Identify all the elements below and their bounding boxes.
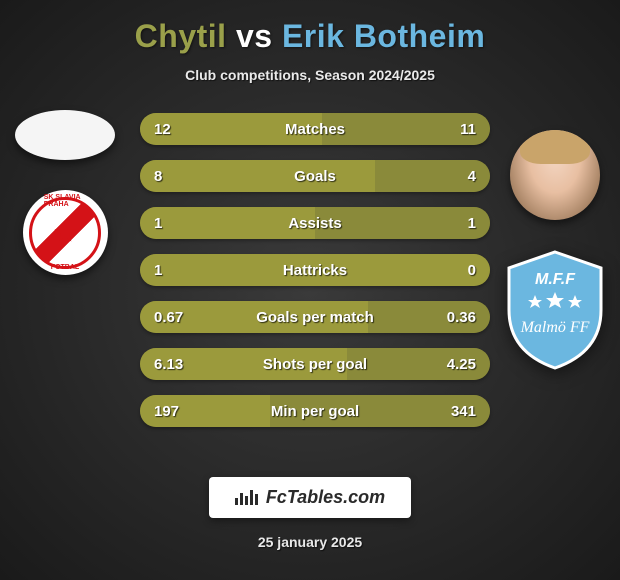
stat-value-right: 0 [468, 262, 476, 279]
club1-text-top: SK SLAVIA PRAHA [44, 194, 87, 208]
club2-label-bottom: Malmö FF [520, 319, 590, 336]
stat-value-left: 1 [154, 262, 162, 279]
player1-club-badge: SK SLAVIA PRAHA FOTBAL [23, 190, 108, 275]
player2-club-badge: M.F.F Malmö FF [505, 250, 605, 370]
stat-label: Goals per match [256, 309, 374, 326]
brand-text: FcTables.com [266, 487, 385, 508]
stat-value-right: 0.36 [447, 309, 476, 326]
stat-value-right: 4.25 [447, 356, 476, 373]
stat-row: 197 Min per goal 341 [140, 395, 490, 427]
player1-avatar [15, 110, 115, 160]
stat-row: 0.67 Goals per match 0.36 [140, 301, 490, 333]
subtitle: Club competitions, Season 2024/2025 [0, 67, 620, 83]
stat-value-right: 11 [460, 121, 476, 138]
club1-text-bottom: FOTBAL [51, 264, 79, 271]
right-player-column: M.F.F Malmö FF [500, 130, 610, 370]
stat-row: 6.13 Shots per goal 4.25 [140, 348, 490, 380]
stat-bar-left [140, 160, 375, 192]
player2-name: Erik Botheim [282, 18, 485, 54]
comparison-title: Chytil vs Erik Botheim [0, 18, 620, 55]
stat-label: Shots per goal [263, 356, 367, 373]
left-player-column: SK SLAVIA PRAHA FOTBAL [10, 110, 120, 275]
shield-icon [509, 252, 601, 368]
stat-value-left: 6.13 [154, 356, 183, 373]
bars-icon [235, 490, 258, 505]
stat-label: Assists [288, 215, 341, 232]
stat-row: 1 Hattricks 0 [140, 254, 490, 286]
stat-label: Min per goal [271, 403, 359, 420]
player1-name: Chytil [135, 18, 227, 54]
stats-panel: 12Matches118Goals41Assists11Hattricks00.… [140, 113, 490, 427]
stat-label: Hattricks [283, 262, 347, 279]
stat-value-left: 197 [154, 403, 179, 420]
fctables-logo: FcTables.com [209, 477, 411, 518]
stat-label: Matches [285, 121, 345, 138]
stat-row: 12 Matches 11 [140, 113, 490, 145]
stat-value-right: 341 [451, 403, 476, 420]
stat-value-left: 1 [154, 215, 162, 232]
stat-value-right: 1 [468, 215, 476, 232]
stat-value-left: 0.67 [154, 309, 183, 326]
vs-label: vs [236, 18, 273, 54]
player2-avatar [510, 130, 600, 220]
stat-value-left: 12 [154, 121, 171, 138]
stat-value-right: 4 [468, 168, 476, 185]
date-label: 25 january 2025 [258, 534, 362, 550]
club2-label-top: M.F.F [535, 271, 576, 288]
stat-value-left: 8 [154, 168, 162, 185]
stat-row: 8 Goals 4 [140, 160, 490, 192]
stat-row: 1 Assists 1 [140, 207, 490, 239]
stat-label: Goals [294, 168, 336, 185]
footer: FcTables.com 25 january 2025 [0, 477, 620, 550]
